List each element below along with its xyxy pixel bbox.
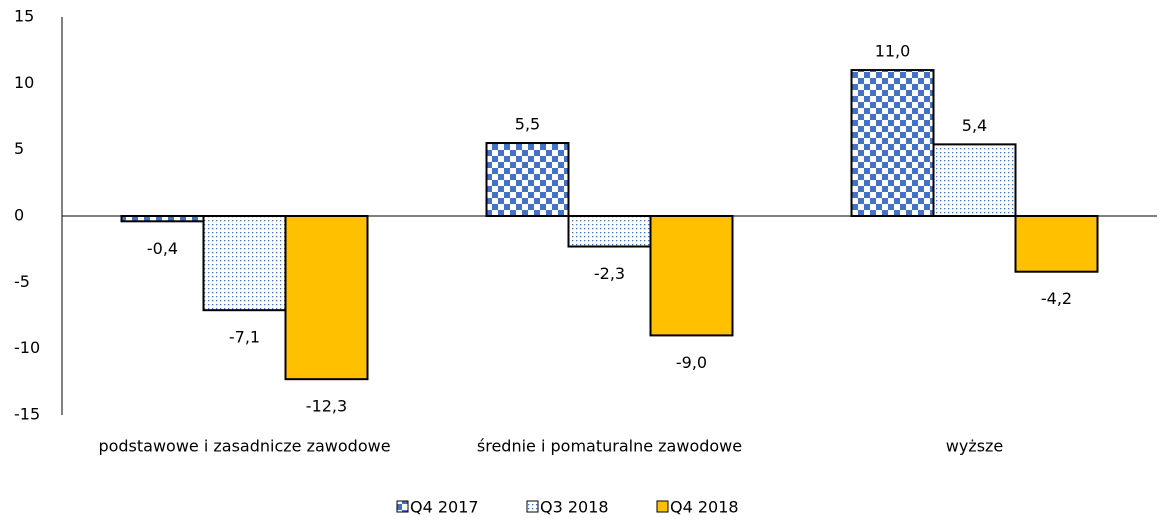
y-tick-label: -15 xyxy=(14,405,40,424)
y-tick-label: 0 xyxy=(14,206,24,225)
bar xyxy=(850,69,935,217)
value-label: -7,1 xyxy=(229,328,260,347)
bar xyxy=(284,215,369,381)
bar xyxy=(649,215,734,337)
bar xyxy=(202,215,287,312)
y-tick-label: 10 xyxy=(14,73,34,92)
legend-label: Q4 2017 xyxy=(410,498,479,517)
legend-label: Q3 2018 xyxy=(540,498,609,517)
x-tick-label: średnie i pomaturalne zawodowe xyxy=(477,437,742,456)
bar xyxy=(932,143,1017,217)
bar xyxy=(567,215,652,248)
value-label: -2,3 xyxy=(594,264,625,283)
y-tick-label: 15 xyxy=(14,7,34,26)
legend-swatch xyxy=(656,500,669,513)
value-label: 5,4 xyxy=(962,116,987,135)
bar xyxy=(120,215,205,223)
bar xyxy=(485,142,570,218)
bar xyxy=(1014,215,1099,273)
x-tick-label: podstawowe i zasadnicze zawodowe xyxy=(98,437,390,456)
y-tick-label: -5 xyxy=(14,272,30,291)
value-label: 11,0 xyxy=(875,42,911,61)
y-tick-label: -10 xyxy=(14,338,40,357)
value-label: 5,5 xyxy=(515,115,540,134)
value-label: -12,3 xyxy=(306,397,347,416)
value-label: -9,0 xyxy=(676,353,707,372)
value-label: -0,4 xyxy=(147,239,178,258)
legend-label: Q4 2018 xyxy=(670,498,739,517)
y-tick-label: 5 xyxy=(14,139,24,158)
x-tick-label: wyższe xyxy=(946,437,1004,456)
legend-swatch xyxy=(526,500,539,513)
value-label: -4,2 xyxy=(1041,289,1072,308)
legend-swatch xyxy=(396,500,409,513)
